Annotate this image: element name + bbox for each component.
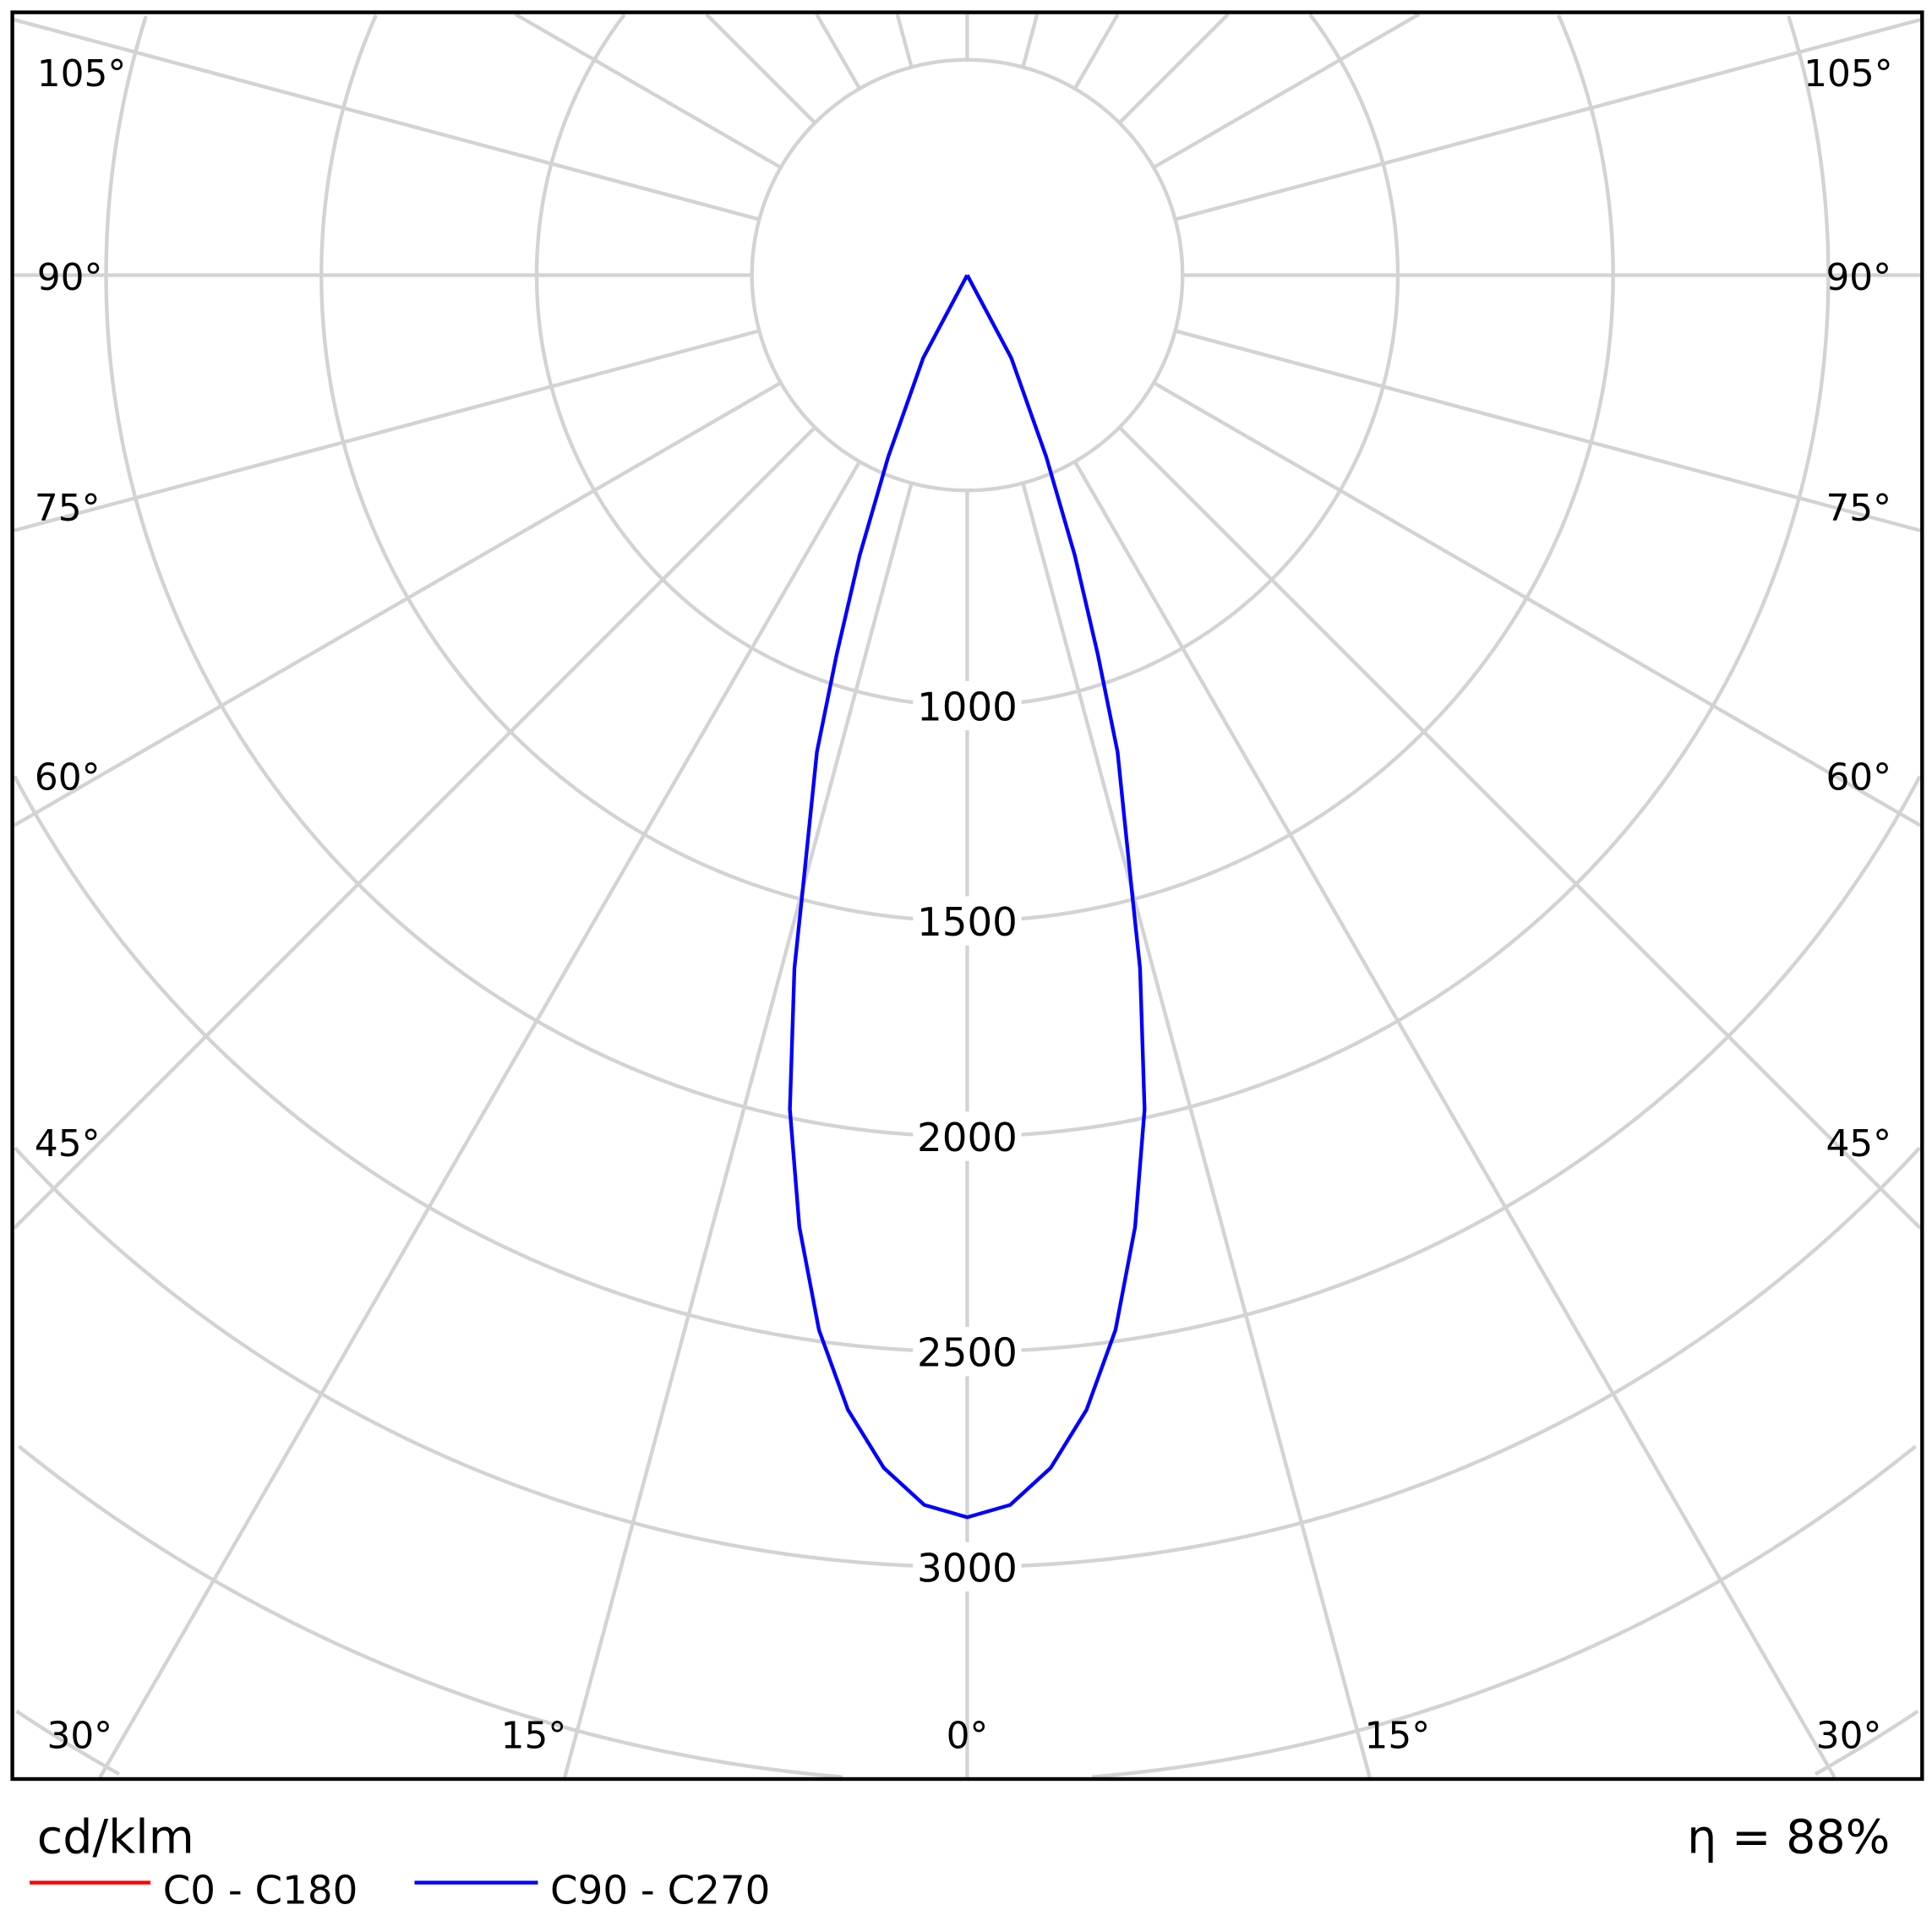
angle-label: 0° <box>947 1714 989 1757</box>
efficiency-label: η = 88% <box>1687 1811 1890 1865</box>
grid-ray <box>1021 483 1372 1778</box>
grid-ray <box>14 18 760 221</box>
curve-c90-c270 <box>788 274 1147 1520</box>
radial-label: 2500 <box>917 1331 1018 1377</box>
grid-circle <box>14 1146 1921 1569</box>
grid-ray <box>1174 18 1921 221</box>
grid-ray <box>1174 329 1921 532</box>
radial-label: 3000 <box>917 1546 1018 1591</box>
grid-circle <box>13 775 1922 1354</box>
radial-label-bg <box>913 1111 1022 1161</box>
angle-labels: 105° 90° 75° 60° 45° 30° 15° 0° 15° 30° … <box>35 52 1893 1757</box>
grid-circle <box>104 15 1831 1138</box>
grid-circle <box>319 14 1615 923</box>
grid-circle <box>17 1444 1917 1779</box>
radial-label-bg <box>913 1326 1022 1377</box>
unit-label: cd/klm <box>37 1811 194 1865</box>
plot-frame <box>10 10 1924 1782</box>
radial-label: 1500 <box>917 900 1018 946</box>
radial-label: 1000 <box>917 685 1018 731</box>
grid-ray <box>895 14 914 68</box>
grid-ray <box>563 483 914 1778</box>
angle-label: 75° <box>1826 487 1891 530</box>
legend-label-c0: C0 - C180 <box>163 1868 358 1913</box>
angle-label: 60° <box>1826 756 1891 799</box>
grid-ray <box>1152 380 1922 827</box>
grid-ray <box>1021 14 1040 68</box>
grid-ray <box>14 329 760 532</box>
grid-ray <box>514 12 782 170</box>
grid-ray <box>705 13 816 124</box>
grid-circle <box>534 13 1400 708</box>
angle-label: 90° <box>1826 256 1891 299</box>
radial-label-bg <box>913 1542 1022 1592</box>
curves <box>788 274 1147 1520</box>
angle-label: 30° <box>1816 1714 1882 1757</box>
grid-ray <box>1152 12 1421 170</box>
angle-label: 105° <box>1804 52 1892 96</box>
angle-label: 15° <box>501 1714 567 1757</box>
grid-ray <box>13 380 782 827</box>
grid-ray <box>1072 461 1836 1778</box>
radial-label-bg <box>913 680 1022 731</box>
radial-labels: 1000 1500 2000 2500 3000 <box>913 680 1022 1592</box>
grid-ray <box>1118 426 1922 1230</box>
angle-label: 15° <box>1365 1714 1431 1757</box>
legend-label-c90: C90 - C270 <box>550 1868 770 1913</box>
angle-label: 30° <box>46 1714 112 1757</box>
grid-ray <box>13 426 816 1230</box>
grid-circle <box>15 1710 1919 1776</box>
angle-label: 60° <box>35 756 101 799</box>
angle-label: 90° <box>37 256 103 299</box>
angle-label: 75° <box>35 487 101 530</box>
grid-ray <box>98 461 861 1778</box>
angle-label: 105° <box>37 52 126 96</box>
angle-label: 45° <box>35 1122 101 1165</box>
radial-label-bg <box>913 896 1022 946</box>
grid-ray <box>1118 13 1230 124</box>
angle-label: 45° <box>1826 1122 1891 1165</box>
grid-ray <box>815 13 861 90</box>
polar-grid <box>13 12 1922 1779</box>
radial-label: 2000 <box>917 1116 1018 1161</box>
grid-ray <box>1072 13 1120 90</box>
